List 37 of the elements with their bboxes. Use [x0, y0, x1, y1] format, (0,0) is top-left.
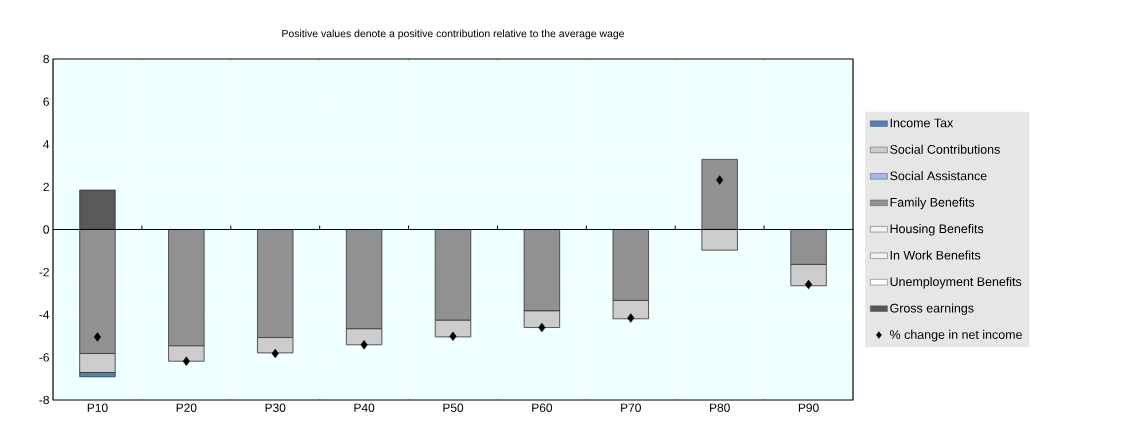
x-tick-label: P10: [87, 403, 108, 412]
y-tick-label: -8: [39, 395, 49, 405]
legend-label: Gross earnings: [890, 303, 974, 315]
y-tick-label: -2: [39, 267, 49, 277]
x-tick-label: P70: [621, 403, 641, 412]
point: [182, 356, 190, 366]
point: [716, 175, 724, 185]
x-tick-label: P90: [798, 403, 819, 412]
x-tick-label: P40: [354, 403, 375, 412]
y-tick-label: 2: [43, 182, 49, 192]
point: [805, 279, 813, 290]
y-tick-label: 8: [43, 54, 49, 64]
chart-title: Positive values denote a positive contribution relative to the average wage: [282, 29, 625, 40]
legend-label: In Work Benefits: [890, 250, 981, 260]
point: [271, 348, 279, 359]
legend-label: Social Contributions: [890, 144, 1000, 154]
y-tick-label: -6: [39, 353, 49, 362]
y-tick-label: 6: [43, 97, 49, 106]
point: [627, 313, 635, 323]
x-tick-label: P50: [443, 403, 464, 412]
x-tick-label: P80: [710, 403, 730, 412]
legend-label: Family Benefits: [890, 197, 975, 210]
legend-label: Income Tax: [890, 118, 954, 128]
legend-label: Housing Benefits: [890, 224, 984, 236]
y-tick-label: -4: [39, 310, 50, 319]
y-tick-label: 4: [43, 140, 50, 149]
legend-label: Social Assistance: [890, 171, 987, 181]
y-tick-label: 0: [43, 225, 50, 234]
point: [93, 332, 102, 342]
x-tick-label: P20: [176, 403, 197, 412]
point: [538, 322, 546, 333]
x-tick-label: P30: [265, 403, 286, 412]
x-tick-label: P60: [532, 403, 553, 412]
point: [449, 331, 457, 341]
legend-label: Unemployment Benefits: [890, 276, 1022, 289]
point: [360, 340, 368, 350]
legend-label: % change in net income: [890, 329, 1022, 342]
